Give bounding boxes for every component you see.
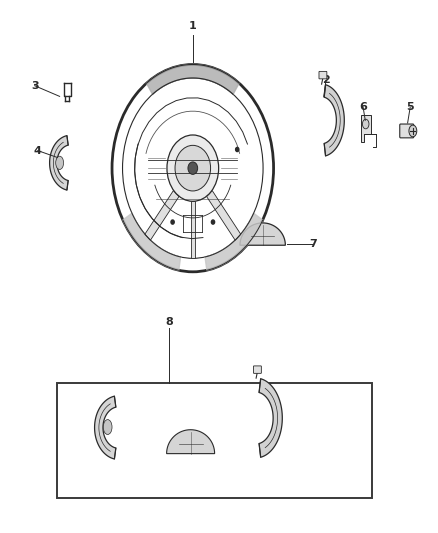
Ellipse shape <box>103 419 112 434</box>
Ellipse shape <box>56 156 64 169</box>
Text: 6: 6 <box>359 102 367 112</box>
Text: 5: 5 <box>406 102 414 112</box>
Polygon shape <box>49 135 68 190</box>
Ellipse shape <box>362 119 369 129</box>
Polygon shape <box>207 191 241 240</box>
Polygon shape <box>361 115 371 142</box>
Text: 3: 3 <box>31 81 39 91</box>
Polygon shape <box>145 191 179 240</box>
Polygon shape <box>240 223 286 245</box>
Ellipse shape <box>175 146 211 191</box>
Polygon shape <box>146 64 239 94</box>
Ellipse shape <box>167 135 219 201</box>
Polygon shape <box>191 201 195 259</box>
Polygon shape <box>123 213 180 270</box>
Ellipse shape <box>188 162 198 174</box>
Ellipse shape <box>409 125 417 137</box>
Text: 2: 2 <box>322 76 330 85</box>
Text: 4: 4 <box>34 146 42 156</box>
Text: 1: 1 <box>189 21 197 31</box>
Ellipse shape <box>212 220 215 224</box>
Polygon shape <box>95 396 116 459</box>
Ellipse shape <box>171 220 174 224</box>
FancyBboxPatch shape <box>319 71 327 79</box>
Polygon shape <box>324 85 344 156</box>
Text: 7: 7 <box>309 239 317 248</box>
Bar <box>57 383 372 498</box>
FancyBboxPatch shape <box>254 366 261 373</box>
Polygon shape <box>205 213 263 270</box>
Polygon shape <box>166 430 215 454</box>
Ellipse shape <box>236 148 239 151</box>
Polygon shape <box>259 379 283 457</box>
FancyBboxPatch shape <box>400 124 414 138</box>
Text: 8: 8 <box>165 317 173 327</box>
